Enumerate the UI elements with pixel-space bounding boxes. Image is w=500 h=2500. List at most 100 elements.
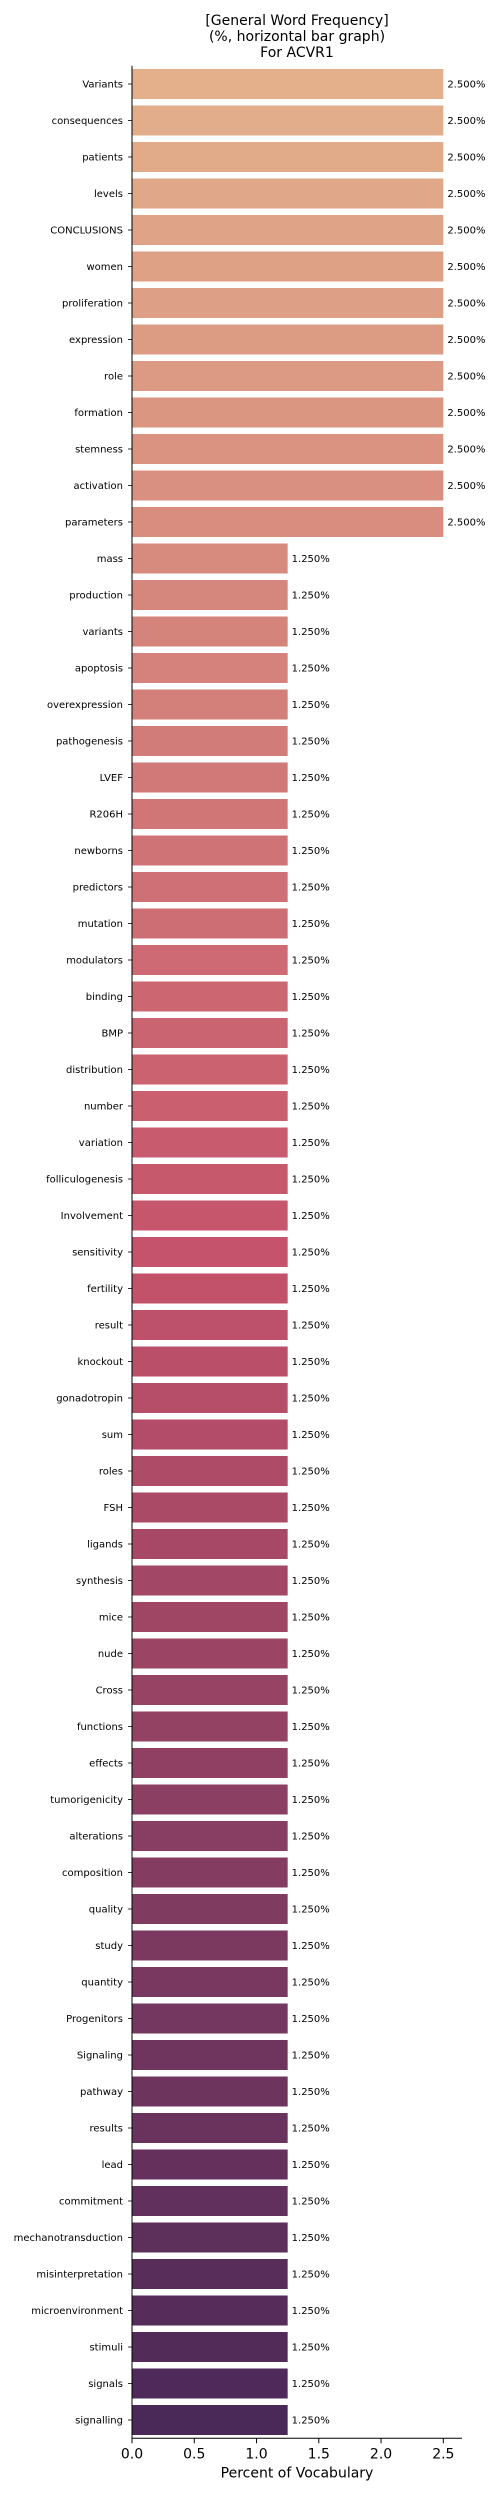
value-label-14: 1.250%: [292, 591, 330, 602]
value-label-17: 1.250%: [292, 700, 330, 711]
category-label-4: CONCLUSIONS: [50, 226, 123, 237]
value-label-33: 1.250%: [292, 1284, 330, 1295]
bar-14: [132, 580, 288, 610]
value-label-51: 1.250%: [292, 1941, 330, 1952]
category-label-24: modulators: [66, 956, 123, 967]
value-label-56: 1.250%: [292, 2124, 330, 2135]
value-label-31: 1.250%: [292, 1211, 330, 1222]
value-label-32: 1.250%: [292, 1248, 330, 1259]
bar-5: [132, 251, 444, 282]
axes-group: 0.0 0.5 1.0 1.5 2.0 2.5: [121, 65, 462, 2462]
category-label-55: pathway: [80, 2087, 123, 2098]
bar-25: [132, 981, 288, 1012]
value-label-3: 2.500%: [447, 189, 485, 200]
category-label-25: binding: [86, 992, 123, 1003]
category-label-14: production: [69, 591, 123, 602]
value-label-47: 1.250%: [292, 1795, 330, 1806]
category-label-5: women: [86, 262, 123, 273]
x-tick-label-5: 2.5: [432, 2446, 454, 2462]
value-label-34: 1.250%: [292, 1321, 330, 1332]
category-label-52: quantity: [81, 1978, 123, 1989]
bar-11: [132, 470, 444, 501]
category-label-10: stemness: [75, 445, 123, 456]
category-label-39: FSH: [104, 1503, 123, 1514]
bar-30: [132, 1164, 288, 1194]
bar-59: [132, 2222, 288, 2253]
bar-13: [132, 543, 288, 574]
bar-54: [132, 2040, 288, 2070]
value-label-44: 1.250%: [292, 1686, 330, 1697]
bar-29: [132, 1127, 288, 1158]
bar-40: [132, 1529, 288, 1559]
bar-33: [132, 1273, 288, 1304]
value-label-10: 2.500%: [447, 445, 485, 456]
category-label-7: expression: [69, 335, 123, 346]
bar-10: [132, 434, 444, 464]
category-label-27: distribution: [66, 1065, 123, 1076]
bar-45: [132, 1711, 288, 1742]
value-label-60: 1.250%: [292, 2270, 330, 2281]
bar-37: [132, 1419, 288, 1450]
value-label-30: 1.250%: [292, 1175, 330, 1186]
category-label-0: Variants: [82, 80, 123, 91]
bar-20: [132, 799, 288, 829]
category-label-40: ligands: [87, 1540, 123, 1551]
bar-0: [132, 69, 444, 99]
value-label-59: 1.250%: [292, 2233, 330, 2244]
category-label-13: mass: [97, 554, 123, 565]
bar-47: [132, 1784, 288, 1815]
category-label-56: results: [89, 2124, 123, 2135]
value-label-19: 1.250%: [292, 773, 330, 784]
value-label-4: 2.500%: [447, 226, 485, 237]
value-label-46: 1.250%: [292, 1759, 330, 1770]
bar-15: [132, 616, 288, 647]
value-label-0: 2.500%: [447, 80, 485, 91]
category-label-8: role: [104, 372, 123, 383]
bar-46: [132, 1748, 288, 1778]
x-tick-label-3: 1.5: [308, 2446, 330, 2462]
x-tick-label-1: 0.5: [183, 2446, 205, 2462]
value-label-62: 1.250%: [292, 2343, 330, 2354]
bar-28: [132, 1091, 288, 1121]
category-label-42: mice: [99, 1613, 123, 1624]
bar-49: [132, 1857, 288, 1888]
category-label-28: number: [84, 1102, 124, 1113]
bar-42: [132, 1602, 288, 1632]
value-label-1: 2.500%: [447, 116, 485, 127]
value-label-35: 1.250%: [292, 1357, 330, 1368]
bar-35: [132, 1346, 288, 1377]
category-label-15: variants: [82, 627, 123, 638]
value-label-22: 1.250%: [292, 883, 330, 894]
bar-1: [132, 105, 444, 136]
value-label-16: 1.250%: [292, 664, 330, 675]
bar-62: [132, 2332, 288, 2362]
value-label-2: 2.500%: [447, 153, 485, 164]
bar-17: [132, 689, 288, 720]
category-label-9: formation: [74, 408, 123, 419]
value-label-53: 1.250%: [292, 2014, 330, 2025]
category-label-51: study: [95, 1941, 123, 1952]
category-label-44: Cross: [96, 1686, 123, 1697]
category-label-41: synthesis: [76, 1576, 123, 1587]
bar-2: [132, 142, 444, 172]
value-label-50: 1.250%: [292, 1905, 330, 1916]
category-label-35: knockout: [77, 1357, 123, 1368]
value-label-15: 1.250%: [292, 627, 330, 638]
bar-4: [132, 215, 444, 245]
bar-60: [132, 2259, 288, 2289]
value-label-18: 1.250%: [292, 737, 330, 748]
bar-32: [132, 1237, 288, 1267]
bar-51: [132, 1930, 288, 1961]
chart-title-line-2: (%, horizontal bar graph): [209, 29, 385, 45]
category-label-6: proliferation: [62, 299, 123, 310]
value-label-5: 2.500%: [447, 262, 485, 273]
value-label-37: 1.250%: [292, 1430, 330, 1441]
category-label-11: activation: [73, 481, 123, 492]
x-tick-label-0: 0.0: [121, 2446, 143, 2462]
value-label-13: 1.250%: [292, 554, 330, 565]
category-label-26: BMP: [101, 1029, 123, 1040]
value-label-21: 1.250%: [292, 846, 330, 857]
category-label-61: microenvironment: [31, 2306, 123, 2317]
value-label-55: 1.250%: [292, 2087, 330, 2098]
